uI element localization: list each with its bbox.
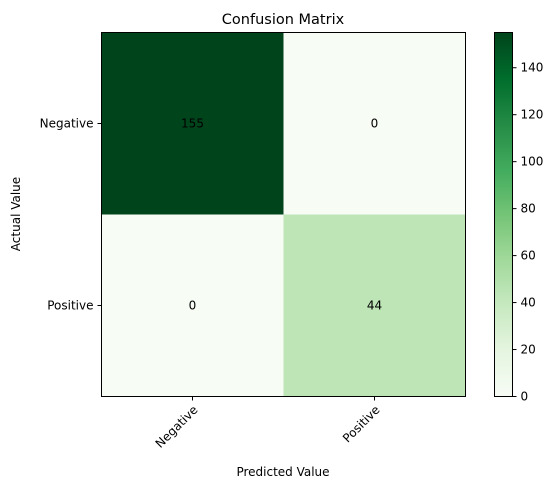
plot-frame: [101, 32, 466, 397]
colorbar-tick-label: 100: [521, 155, 544, 169]
x-tick-label: Positive: [340, 403, 383, 446]
cell-value-label: 0: [371, 117, 379, 131]
y-axis-label: Actual Value: [9, 177, 23, 251]
heatmap-cell: [101, 214, 284, 397]
cell-value-label: 0: [189, 299, 197, 313]
colorbar-tick-label: 120: [521, 108, 544, 122]
heatmap-cell: [101, 32, 284, 215]
colorbar-tick-label: 140: [521, 61, 544, 75]
heatmap-cell: [283, 214, 466, 397]
cell-value-labels: 155 0 0 44: [181, 117, 382, 313]
y-tick-label: Positive: [47, 299, 93, 313]
x-axis-ticks: Negative Positive: [153, 396, 383, 451]
colorbar-tick-label: 20: [521, 343, 536, 357]
x-axis-label: Predicted Value: [236, 465, 329, 479]
colorbar-tick-label: 40: [521, 296, 536, 310]
cell-value-label: 44: [367, 299, 382, 313]
colorbar: [494, 32, 513, 397]
colorbar-ticks: 0 20 40 60 80 100 120 140: [512, 61, 544, 404]
colorbar-tick-label: 0: [521, 390, 529, 404]
colorbar-tick-label: 60: [521, 249, 536, 263]
y-axis-ticks: Negative Positive: [40, 117, 102, 313]
x-tick-label: Negative: [153, 403, 201, 451]
chart-title: Confusion Matrix: [222, 12, 345, 28]
colorbar-tick-label: 80: [521, 202, 536, 216]
heatmap-cell: [283, 32, 466, 215]
cell-value-label: 155: [181, 117, 204, 131]
heatmap-cells: [101, 32, 466, 397]
y-tick-label: Negative: [40, 117, 94, 131]
